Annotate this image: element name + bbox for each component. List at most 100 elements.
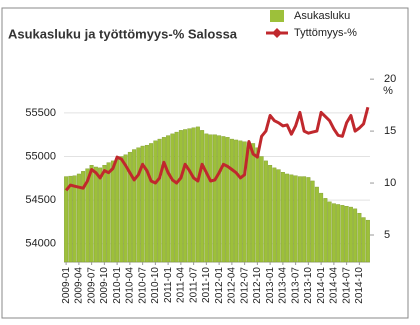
- bar: [336, 204, 341, 263]
- bar: [289, 174, 294, 263]
- bar: [119, 156, 124, 263]
- x-tick-label: 2011-07: [188, 267, 199, 303]
- bar: [174, 131, 179, 263]
- bar: [229, 138, 234, 263]
- x-tick-label: 2011-10: [201, 267, 212, 303]
- x-tick-label: 2009-04: [74, 267, 85, 304]
- y2-axis-label: %: [383, 85, 393, 97]
- legend-label: Asukasluku: [294, 10, 350, 22]
- bar: [115, 158, 120, 263]
- bar: [319, 192, 324, 263]
- x-tick-label: 2013-04: [278, 267, 289, 304]
- x-tick-label: 2011-01: [163, 267, 174, 303]
- bar: [344, 206, 349, 263]
- bar: [200, 130, 205, 263]
- chart-title: Asukasluku ja työttömyys-% Salossa: [8, 26, 238, 41]
- bar: [314, 186, 319, 263]
- bar: [212, 134, 217, 263]
- bar: [153, 140, 158, 263]
- x-tick-label: 2009-01: [61, 267, 72, 304]
- x-tick-label: 2014-04: [329, 267, 340, 304]
- bar: [72, 175, 77, 263]
- bar: [98, 167, 103, 263]
- bar: [166, 135, 171, 263]
- line: [64, 106, 370, 192]
- y2-tick-label: 10: [384, 177, 396, 189]
- bar: [81, 171, 86, 263]
- y-tick-label: 54500: [25, 194, 56, 206]
- bar: [144, 144, 149, 263]
- bar: [106, 162, 111, 263]
- y2-tick-label: 5: [384, 229, 390, 241]
- y2-tick-label: 20: [384, 73, 396, 85]
- x-tick-label: 2014-10: [354, 267, 365, 304]
- bar: [327, 201, 332, 263]
- bar: [183, 129, 188, 263]
- x-tick-label: 2012-07: [239, 267, 250, 304]
- bar: [348, 206, 353, 263]
- bar: [361, 217, 366, 263]
- y-tick-label: 55000: [25, 150, 56, 162]
- x-tick-label: 2009-07: [86, 267, 97, 304]
- bar: [187, 128, 192, 263]
- x-tick-label: 2010-04: [125, 267, 136, 304]
- bar: [221, 136, 226, 263]
- bar: [263, 160, 268, 263]
- bar: [136, 147, 141, 263]
- bar: [259, 156, 264, 263]
- bar: [357, 212, 362, 263]
- bar: [85, 168, 90, 263]
- bar: [280, 172, 285, 263]
- bar: [238, 140, 243, 263]
- bar: [68, 175, 73, 263]
- legend-marker: [272, 28, 282, 38]
- bar: [272, 167, 277, 263]
- bar: [340, 205, 345, 263]
- bar: [123, 154, 128, 263]
- bar: [331, 203, 336, 263]
- bar: [132, 149, 137, 263]
- x-tick-label: 2013-10: [303, 267, 314, 304]
- bar: [306, 177, 311, 263]
- bar: [110, 160, 115, 263]
- bar: [297, 176, 302, 263]
- bar: [102, 165, 107, 263]
- bar: [217, 135, 222, 263]
- legend-swatch: [270, 10, 284, 22]
- bar: [323, 198, 328, 263]
- bar: [157, 138, 162, 263]
- bar: [285, 173, 290, 263]
- legend-label: Tyttömyys-%: [294, 27, 357, 39]
- x-tick-label: 2010-07: [137, 267, 148, 304]
- bar: [234, 139, 239, 263]
- bar: [161, 137, 166, 263]
- x-tick-label: 2010-01: [112, 267, 123, 304]
- y-tick-label: 55500: [25, 107, 56, 119]
- x-tick-label: 2009-10: [99, 267, 110, 304]
- bar: [353, 208, 358, 263]
- x-tick-label: 2013-01: [265, 267, 276, 304]
- bar: [310, 180, 315, 263]
- bar: [293, 175, 298, 263]
- bar: [255, 147, 260, 263]
- x-tick-label: 2011-04: [176, 267, 187, 303]
- bar: [191, 127, 196, 263]
- x-tick-label: 2012-10: [252, 267, 263, 304]
- bar: [149, 143, 154, 263]
- bar: [251, 143, 256, 263]
- x-tick-label: 2013-07: [290, 267, 301, 304]
- bar: [170, 133, 175, 263]
- y2-tick-label: 15: [384, 125, 396, 137]
- bar: [365, 219, 370, 263]
- x-tick-label: 2010-10: [150, 267, 161, 304]
- bar: [195, 126, 200, 263]
- bar: [178, 130, 183, 263]
- bar: [89, 165, 94, 263]
- y-tick-label: 54000: [25, 238, 56, 250]
- bar: [225, 137, 230, 263]
- bar: [276, 169, 281, 263]
- x-tick-label: 2012-04: [227, 267, 238, 304]
- bar: [268, 165, 273, 263]
- bar: [204, 133, 209, 263]
